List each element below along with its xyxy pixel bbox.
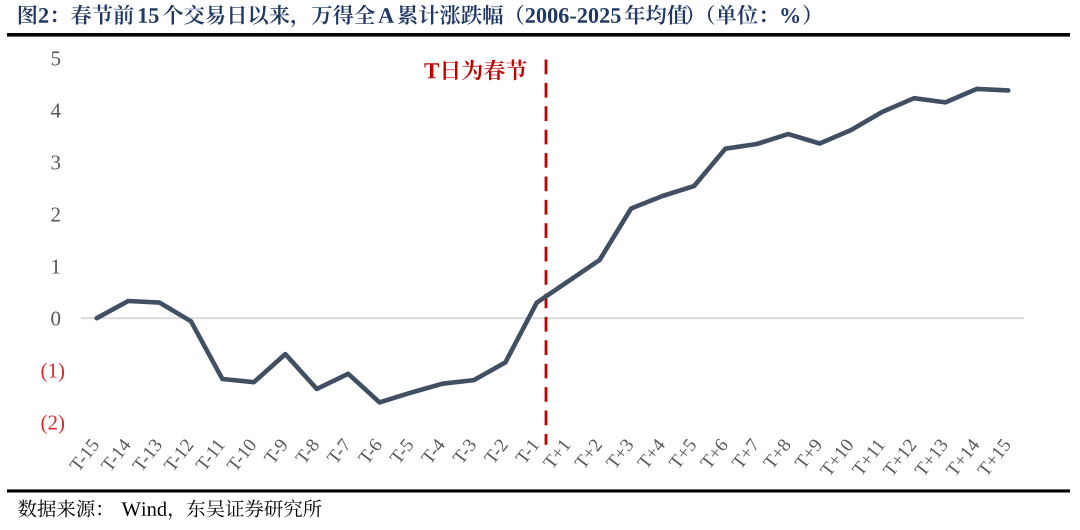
svg-text:1: 1 xyxy=(51,255,62,279)
svg-text:2: 2 xyxy=(51,203,62,227)
svg-text:(2): (2) xyxy=(41,411,66,435)
svg-text:4: 4 xyxy=(51,99,62,123)
svg-text:5: 5 xyxy=(51,47,62,71)
svg-text:0: 0 xyxy=(51,307,62,331)
svg-text:(1): (1) xyxy=(41,359,66,383)
svg-text:3: 3 xyxy=(51,151,62,175)
